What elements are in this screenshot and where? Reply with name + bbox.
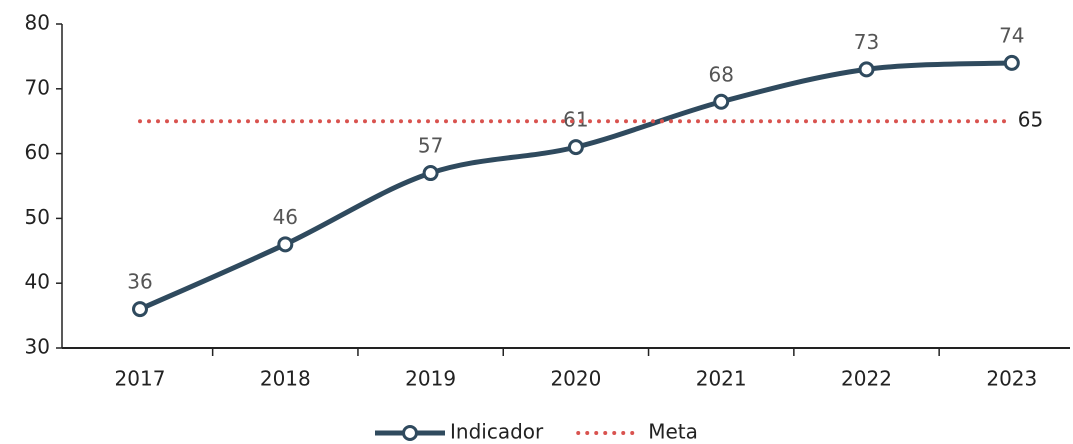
- data-label: 65: [1018, 108, 1043, 132]
- x-tick-label: 2020: [550, 367, 601, 391]
- y-tick-label: 50: [25, 205, 50, 229]
- legend-label: Meta: [648, 420, 698, 444]
- y-tick-label: 40: [25, 270, 50, 294]
- x-tick-label: 2018: [260, 367, 311, 391]
- y-tick-label: 60: [25, 140, 50, 164]
- x-tick-label: 2019: [405, 367, 456, 391]
- data-label: 57: [418, 134, 443, 158]
- marker: [132, 301, 148, 318]
- marker: [713, 93, 730, 110]
- series-line: [138, 60, 1012, 312]
- marker: [422, 165, 439, 182]
- data-label: 36: [127, 270, 152, 294]
- marker: [567, 139, 584, 156]
- legend-marker: [402, 425, 418, 441]
- marker: [277, 236, 294, 253]
- data-label: 73: [854, 30, 879, 54]
- data-label: 61: [563, 108, 588, 132]
- marker: [858, 61, 875, 78]
- data-label: 46: [273, 205, 298, 229]
- y-tick-label: 80: [25, 11, 50, 35]
- y-tick-label: 30: [25, 335, 50, 359]
- x-tick-label: 2021: [696, 367, 747, 391]
- x-tick-label: 2023: [986, 367, 1037, 391]
- x-tick-label: 2017: [115, 367, 166, 391]
- marker: [1003, 54, 1020, 71]
- data-label: 74: [999, 23, 1024, 47]
- x-tick-label: 2022: [841, 367, 892, 391]
- data-label: 68: [708, 62, 733, 86]
- legend-label: Indicador: [450, 420, 544, 444]
- y-tick-label: 70: [25, 75, 50, 99]
